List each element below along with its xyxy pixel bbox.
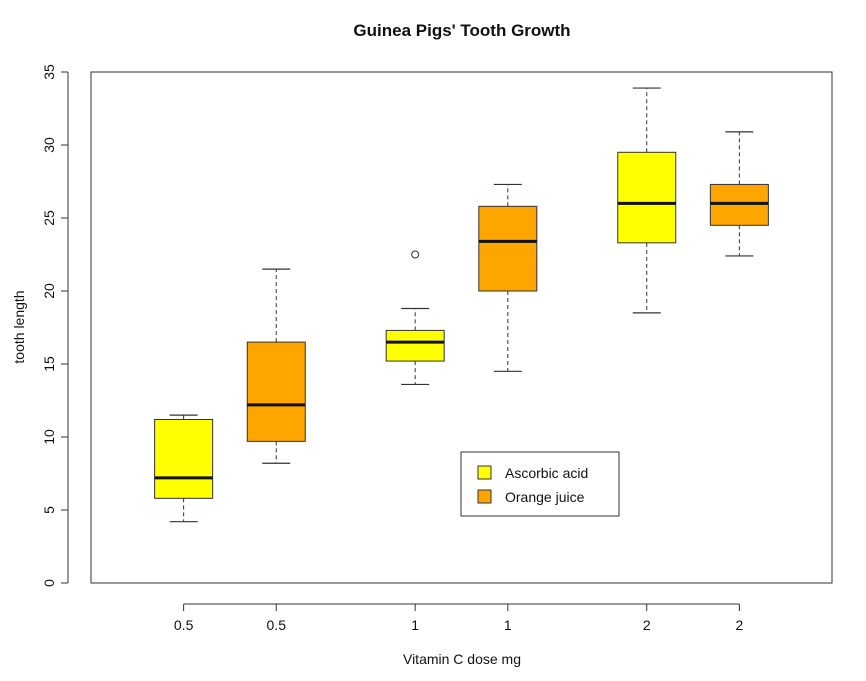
- legend-swatch: [477, 465, 492, 480]
- plot-frame: [90, 71, 833, 584]
- y-tick-label: 20: [41, 283, 57, 299]
- box-ascorbic-acid-2: [617, 87, 677, 314]
- y-tick-label: 30: [41, 137, 57, 153]
- outlier-point: [411, 250, 420, 259]
- x-tick-label: 2: [735, 617, 743, 633]
- x-tick-label: 1: [411, 617, 419, 633]
- y-axis: 0 5 10 15 20 25 30 35: [41, 64, 69, 587]
- x-tick-label: 0.5: [174, 617, 194, 633]
- box-orange-juice-1: [478, 183, 538, 372]
- y-tick-label: 25: [41, 210, 57, 226]
- box-rect: [385, 329, 445, 362]
- box-orange-juice-2: [709, 131, 769, 257]
- y-tick-label: 5: [41, 506, 57, 514]
- box-rect: [246, 341, 306, 442]
- x-axis: 0.5 0.5 1 1 2 2: [174, 603, 743, 633]
- box-orange-juice-0.5: [246, 268, 306, 464]
- legend-box: [460, 451, 620, 517]
- y-tick-label: 15: [41, 356, 57, 372]
- legend: Ascorbic acid Orange juice: [460, 451, 620, 517]
- box-series: [154, 87, 769, 523]
- chart-title: Guinea Pigs' Tooth Growth: [353, 21, 570, 40]
- legend-label: Orange juice: [505, 489, 585, 505]
- box-ascorbic-acid-1: [385, 250, 445, 386]
- box-rect: [154, 418, 214, 499]
- y-tick-label: 35: [41, 64, 57, 80]
- box-rect: [617, 151, 677, 244]
- x-tick-label: 2: [643, 617, 651, 633]
- legend-label: Ascorbic acid: [505, 465, 588, 481]
- legend-swatch: [477, 489, 492, 504]
- y-axis-label: tooth length: [11, 290, 27, 363]
- x-axis-label: Vitamin C dose mg: [403, 651, 521, 667]
- x-tick-label: 1: [504, 617, 512, 633]
- x-tick-label: 0.5: [267, 617, 287, 633]
- box-rect: [478, 205, 538, 292]
- y-tick-label: 10: [41, 429, 57, 445]
- y-tick-label: 0: [41, 579, 57, 587]
- box-ascorbic-acid-0.5: [154, 414, 214, 523]
